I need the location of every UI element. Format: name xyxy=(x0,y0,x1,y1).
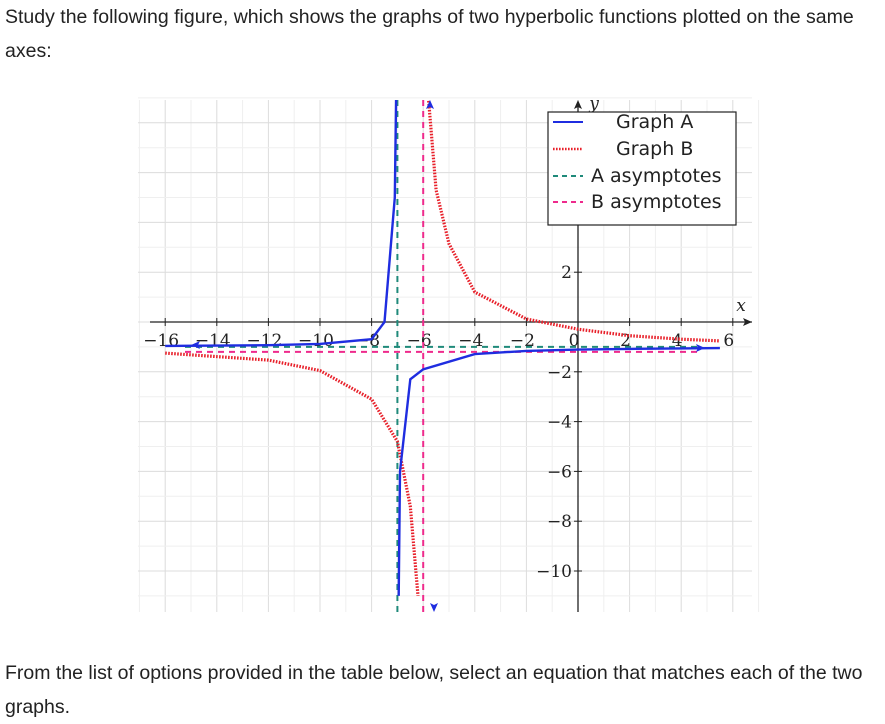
y-axis-label: y xyxy=(588,94,599,114)
y-tick-label: −6 xyxy=(547,462,572,482)
x-tick-label: −2 xyxy=(510,331,535,351)
graph-a-arrow-right xyxy=(696,344,705,352)
graph-b-branch-left xyxy=(165,351,420,597)
y-axis-arrow xyxy=(574,100,582,109)
graph-a-branch-right xyxy=(397,346,720,596)
graph-a-arrow-bottom xyxy=(430,603,438,612)
legend-label-2: Graph B xyxy=(616,138,693,160)
x-axis-label: x xyxy=(736,296,746,316)
x-tick-label: −16 xyxy=(143,331,179,351)
y-tick-label: 2 xyxy=(561,263,572,283)
legend-label-1: Graph A xyxy=(616,111,693,133)
graph-b-branch-right xyxy=(426,100,720,343)
question-outro: From the list of options provided in the… xyxy=(5,662,863,718)
legend-box xyxy=(547,111,737,226)
legend-label-4: B asymptotes xyxy=(591,191,722,213)
x-tick-label: 2 xyxy=(620,331,631,351)
x-tick-label: −12 xyxy=(246,331,282,351)
y-tick-label: −2 xyxy=(547,363,572,383)
x-tick-label: −4 xyxy=(458,331,483,351)
y-tick-label: −4 xyxy=(547,413,572,433)
question-intro: Study the following figure, which shows … xyxy=(5,6,854,62)
x-axis-arrow xyxy=(743,318,752,326)
graph-a-branch-left xyxy=(165,100,398,348)
y-tick-label: −10 xyxy=(536,562,572,582)
x-tick-label: 0 xyxy=(569,331,580,351)
x-tick-label: −10 xyxy=(298,331,334,351)
legend-label-3: A asymptotes xyxy=(591,165,722,187)
x-tick-label: −14 xyxy=(195,331,231,351)
graph-a-arrow-left xyxy=(191,341,200,349)
x-tick-label: −6 xyxy=(407,331,432,351)
graph-a-arrow-top xyxy=(426,100,434,109)
y-tick-label: −8 xyxy=(547,512,572,532)
x-tick-label: 6 xyxy=(723,331,734,351)
x-tick-label: 4 xyxy=(672,331,683,351)
